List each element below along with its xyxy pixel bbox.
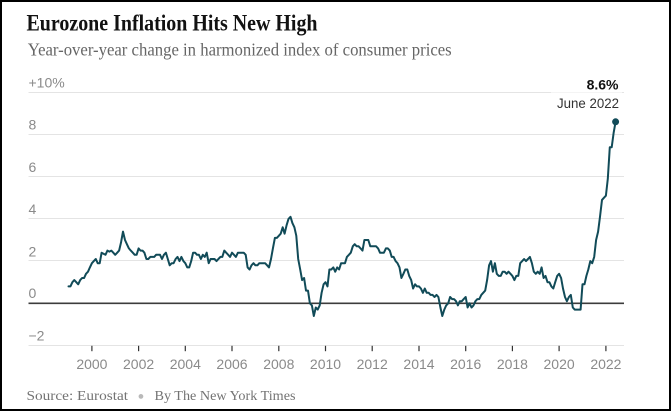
svg-text:●: ● [138,390,145,402]
svg-text:2018: 2018 [497,356,528,372]
svg-text:8.6%: 8.6% [587,77,619,93]
svg-text:2010: 2010 [310,356,341,372]
svg-text:2: 2 [29,243,37,259]
svg-text:Source: Eurostat: Source: Eurostat [27,389,129,404]
svg-text:2008: 2008 [263,356,294,372]
svg-text:−2: −2 [29,328,45,344]
svg-text:4: 4 [29,201,37,217]
svg-text:June 2022: June 2022 [557,95,619,111]
svg-text:+10%: +10% [29,75,65,91]
svg-text:2022: 2022 [590,356,621,372]
svg-text:2004: 2004 [170,356,201,372]
svg-text:2016: 2016 [450,356,481,372]
svg-text:2020: 2020 [544,356,575,372]
svg-text:By The New York Times: By The New York Times [155,389,296,404]
svg-text:8: 8 [29,117,37,133]
svg-text:Year-over-year change in harmo: Year-over-year change in harmonized inde… [28,40,452,60]
svg-text:2012: 2012 [357,356,388,372]
svg-text:Eurozone Inflation Hits New Hi: Eurozone Inflation Hits New High [27,10,318,35]
svg-text:2002: 2002 [123,356,154,372]
svg-text:0: 0 [29,285,37,301]
svg-text:2000: 2000 [76,356,107,372]
svg-text:2014: 2014 [403,356,434,372]
svg-text:2006: 2006 [216,356,247,372]
svg-text:6: 6 [29,159,37,175]
